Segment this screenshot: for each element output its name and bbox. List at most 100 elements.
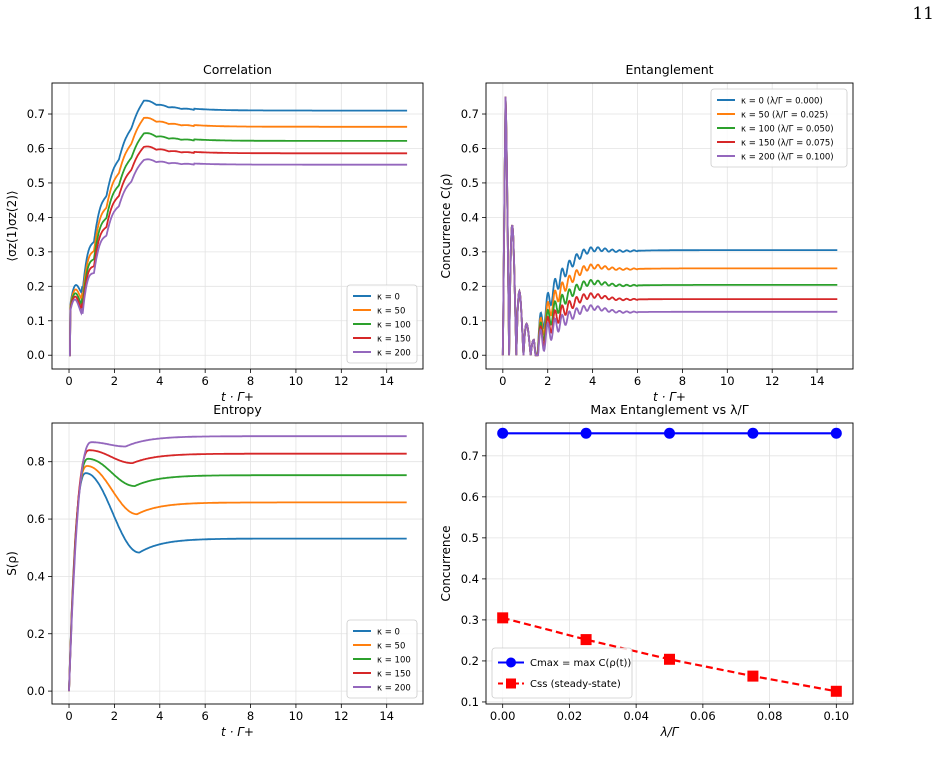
series-line-1 [69, 116, 408, 357]
x-axis-label: t · Γ+ [653, 390, 686, 404]
x-tick-label: 8 [247, 374, 254, 388]
panel-correlation: 0 2 4 6 8 10 12 14 0.0 0.1 0.2 0.3 0.4 0.5 0.6 0.7 Corre… [5, 62, 424, 404]
legend-box [491, 647, 633, 699]
x-axis-label: t · Γ+ [221, 390, 254, 404]
x-tick-label: 0.04 [623, 709, 649, 723]
plot-area [69, 99, 408, 357]
y-tick-label: 0.6 [27, 141, 45, 155]
legend: κ = 0 (λ/Γ = 0.000) κ = 50 (λ/Γ = 0.025) κ… [710, 88, 848, 168]
data-point-square [747, 670, 759, 682]
plot-area [501, 96, 838, 357]
legend-box [346, 619, 418, 699]
y-tick-label: 0.0 [27, 348, 45, 362]
legend-label: κ = 50 [377, 307, 405, 317]
legend-label: κ = 100 [377, 656, 411, 666]
y-tick-label: 0.6 [461, 141, 479, 155]
panel-max-entanglement: 0.00 0.02 0.04 0.06 0.08 0.10 0.1 0.2 0.3 0.4 0.5 0… [439, 402, 854, 739]
data-point-square [580, 634, 592, 646]
x-tick-label: 14 [379, 374, 394, 388]
legend-label: κ = 200 [377, 684, 411, 694]
legend-label: Cmax = max C(ρ(t)) [530, 658, 631, 669]
series-line-1 [68, 465, 407, 692]
data-point-circle [580, 427, 592, 439]
y-tick-label: 0.3 [461, 613, 479, 627]
x-tick-label: 2 [111, 709, 118, 723]
y-tick-label: 0.5 [461, 176, 479, 190]
plot-area [68, 435, 407, 692]
y-tick-label: 0.6 [27, 512, 45, 526]
y-axis-label: ⟨σz(1)σz(2)⟩ [5, 190, 19, 261]
legend-label: κ = 0 (λ/Γ = 0.000) [741, 97, 823, 107]
x-tick-label: 0.10 [824, 709, 850, 723]
legend-box [346, 284, 418, 364]
legend: Cmax = max C(ρ(t)) Css (steady-state) [491, 647, 633, 699]
legend-label: κ = 150 [377, 335, 411, 345]
series-line-0 [69, 99, 408, 357]
y-tick-label: 0.5 [461, 531, 479, 545]
legend-label: κ = 150 [377, 670, 411, 680]
x-tick-label: 2 [544, 374, 551, 388]
y-tick-label: 0.7 [461, 449, 479, 463]
x-tick-label: 8 [679, 374, 686, 388]
series-line-0 [501, 96, 838, 357]
legend-label: κ = 50 (λ/Γ = 0.025) [741, 111, 828, 121]
y-tick-label: 0.3 [461, 245, 479, 259]
x-axis-label: t · Γ+ [221, 725, 254, 739]
data-point-square [664, 653, 675, 665]
legend: κ = 0 κ = 50 κ = 100 κ = 150 κ = 200 [346, 284, 418, 364]
data-point-circle [830, 427, 842, 439]
series-line-4 [501, 96, 838, 357]
legend-label: Css (steady-state) [530, 679, 621, 690]
axes-frame [51, 422, 424, 705]
x-tick-label: 4 [156, 374, 163, 388]
series-line-1 [501, 96, 838, 357]
panel-entanglement: 0 2 4 6 8 10 12 14 0.0 0.1 0.2 0.3 0.4 0.5 0.6 0.7 Entan… [439, 62, 854, 404]
y-tick-label: 0.0 [461, 348, 479, 362]
y-tick-label: 0.4 [27, 569, 45, 583]
series-line-0 [68, 472, 407, 692]
y-tick-label: 0.1 [461, 695, 479, 709]
series-line-2 [68, 457, 407, 692]
y-tick-label: 0.7 [461, 107, 479, 121]
axes-frame [485, 82, 854, 370]
y-tick-label: 0.1 [461, 314, 479, 328]
legend-label: κ = 0 [377, 628, 400, 638]
y-axis-label: S(ρ) [5, 551, 19, 576]
axes-frame [51, 82, 424, 370]
x-tick-label: 10 [720, 374, 735, 388]
legend-label: κ = 50 [377, 642, 405, 652]
axes-frame [485, 422, 854, 705]
legend-label: κ = 200 (λ/Γ = 0.100) [741, 153, 834, 163]
y-tick-label: 0.2 [461, 279, 479, 293]
x-tick-label: 0 [499, 374, 506, 388]
y-axis-label: Concurrence [439, 526, 453, 602]
x-tick-label: 10 [289, 709, 304, 723]
y-tick-label: 0.7 [27, 107, 45, 121]
x-tick-label: 12 [334, 374, 349, 388]
x-tick-label: 6 [634, 374, 641, 388]
data-point-circle [747, 427, 759, 439]
x-tick-label: 6 [202, 709, 209, 723]
panel-entropy: 0 2 4 6 8 10 12 14 0.0 0.2 0.4 0.6 0.8 Entropy t · Γ+ S… [5, 402, 424, 739]
x-tick-label: 14 [810, 374, 825, 388]
x-tick-label: 0 [65, 374, 72, 388]
y-tick-label: 0.2 [461, 654, 479, 668]
y-tick-label: 0.8 [27, 455, 45, 469]
y-tick-label: 0.2 [27, 279, 45, 293]
legend-label: κ = 150 (λ/Γ = 0.075) [741, 139, 834, 149]
legend-label: κ = 100 [377, 321, 411, 331]
series-line-2 [501, 96, 838, 357]
x-tick-label: 2 [111, 374, 118, 388]
x-tick-label: 12 [334, 709, 349, 723]
y-tick-label: 0.5 [27, 176, 45, 190]
data-point-square [497, 612, 509, 624]
data-point-circle [664, 427, 675, 439]
y-tick-label: 0.4 [461, 210, 479, 224]
series-line-4 [69, 158, 408, 357]
series-line-2 [69, 132, 408, 357]
y-tick-label: 0.1 [27, 314, 45, 328]
legend-label: κ = 200 [377, 349, 411, 359]
x-tick-label: 0.08 [757, 709, 783, 723]
x-tick-label: 4 [156, 709, 163, 723]
